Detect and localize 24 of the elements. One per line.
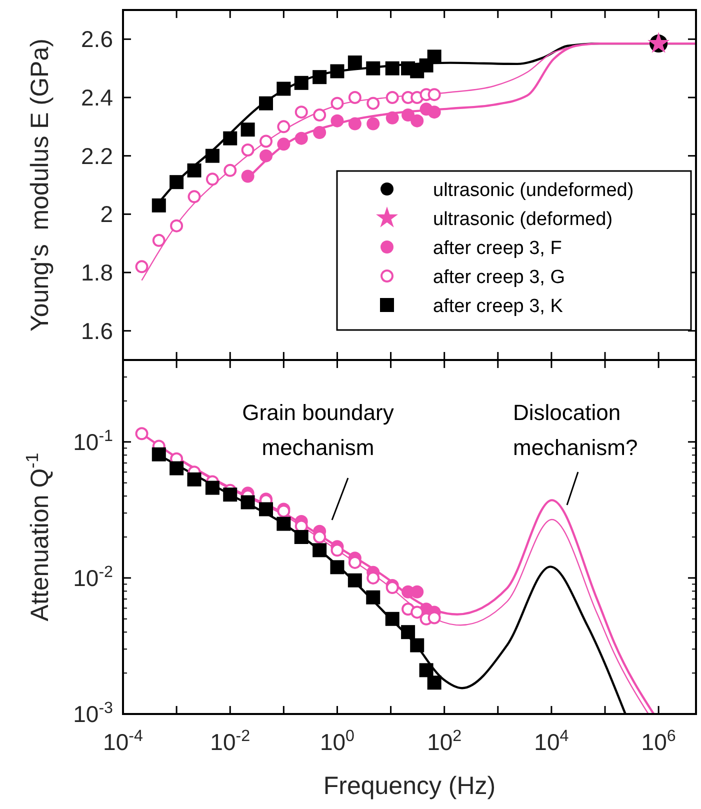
y-tick-label: 10$^{-1}$ xyxy=(73,426,114,455)
y-tick-label: 10$^{-2}$ xyxy=(73,562,114,591)
x-tick-label: 10$^{-2}$ xyxy=(210,727,250,755)
y-tick-label: 2 xyxy=(100,201,113,228)
x-tick-label: 10$^{6}$ xyxy=(641,727,676,755)
legend-label: ultrasonic (deformed) xyxy=(433,209,613,230)
legend-label: after creep 3, G xyxy=(433,267,566,288)
annotation: Grain boundary mechanism xyxy=(242,400,394,460)
x-tick-label: 10$^{4}$ xyxy=(534,727,569,755)
x-tick-label: 10$^{2}$ xyxy=(427,727,462,755)
x-axis-title: Frequency (Hz) xyxy=(323,772,496,800)
y-tick-label: 1.8 xyxy=(81,260,113,286)
legend-label: after creep 3, F xyxy=(433,238,562,259)
y-tick-label: 2.2 xyxy=(81,142,113,169)
y-axis-title: Young's modulus E (GPa) xyxy=(26,38,54,332)
y-tick-label: 2.6 xyxy=(81,26,113,52)
y-tick-label: 1.6 xyxy=(81,318,113,344)
x-tick-label: 10$^{-4}$ xyxy=(103,727,143,755)
y-tick-label: 10$^{-3}$ xyxy=(73,699,114,727)
y-tick-label: 2.4 xyxy=(81,84,114,110)
legend-label: ultrasonic (undeformed) xyxy=(433,180,634,201)
x-tick-label: 10$^{0}$ xyxy=(320,727,355,755)
legend-label: after creep 3, K xyxy=(433,296,564,317)
annotation: Dislocation mechanism? xyxy=(513,400,638,460)
